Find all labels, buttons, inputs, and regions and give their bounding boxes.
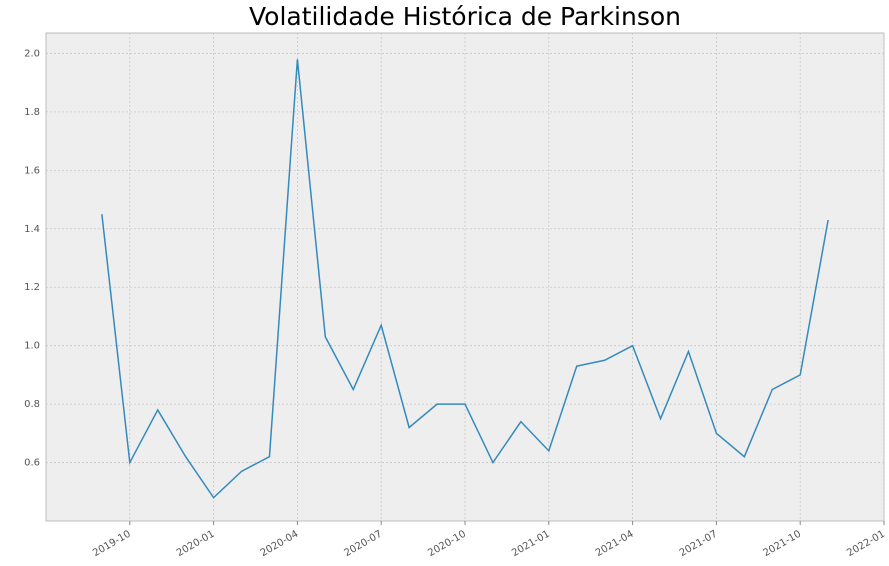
y-tick-label: 1.4 [24,224,40,235]
x-tick-label: 2021-10 [762,529,804,559]
x-tick-label: 2021-01 [510,529,552,559]
x-tick-label: 2020-07 [343,529,385,559]
y-tick-label: 1.8 [24,107,40,118]
x-tick-label: 2020-04 [259,529,301,559]
x-tick-label: 2021-07 [678,529,720,559]
y-tick-label: 0.8 [24,399,40,410]
y-tick-label: 1.6 [24,165,40,176]
y-tick-label: 2.0 [24,48,40,59]
x-tick-label: 2022-01 [845,529,887,559]
y-tick-label: 1.2 [24,282,40,293]
y-tick-label: 1.0 [24,341,40,352]
x-tick-label: 2020-01 [175,529,217,559]
y-tick-label: 0.6 [24,458,40,469]
x-tick-label: 2020-10 [426,529,468,559]
chart-title: Volatilidade Histórica de Parkinson [249,2,681,31]
x-tick-label: 2021-04 [594,529,636,559]
x-tick-label: 2019-10 [91,529,133,559]
line-series [101,59,829,499]
